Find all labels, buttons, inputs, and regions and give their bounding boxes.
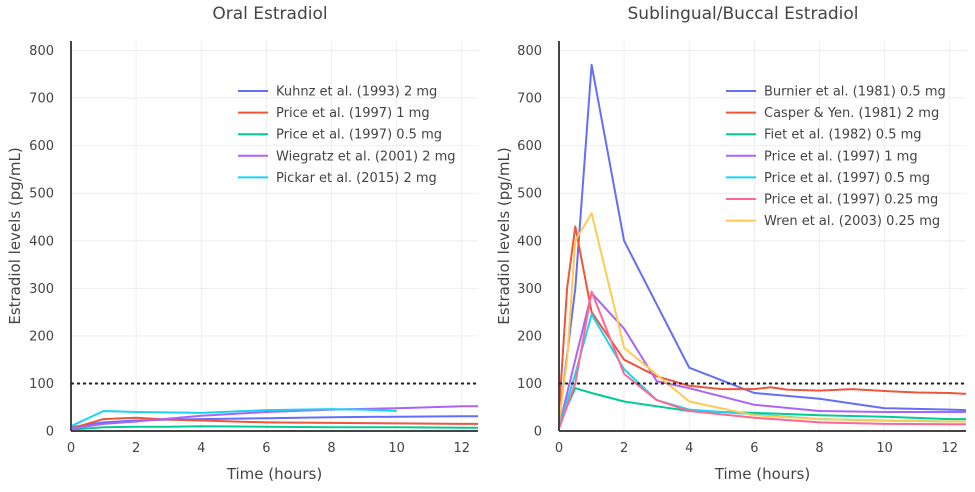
x-tick-label: 4 <box>685 441 693 456</box>
legend-label: Casper & Yen. (1981) 2 mg <box>764 106 939 121</box>
y-tick-label: 400 <box>517 234 542 249</box>
series-line <box>70 405 478 430</box>
x-tick-label: 6 <box>750 441 758 456</box>
legend-label: Price et al. (1997) 0.25 mg <box>764 193 938 208</box>
y-tick-label: 300 <box>517 282 542 297</box>
legend: Kuhnz et al. (1993) 2 mg Price et al. (19… <box>238 85 456 186</box>
series-line <box>558 225 967 413</box>
y-tick-label: 600 <box>517 139 542 154</box>
chart-title: Sublingual/Buccal Estradiol <box>628 4 859 24</box>
legend-item[interactable]: Pickar et al. (2015) 2 mg <box>238 171 437 186</box>
y-tick-label: 500 <box>29 187 54 202</box>
series-line <box>70 415 478 429</box>
series-line <box>70 408 397 428</box>
x-tick-label: 2 <box>132 441 140 456</box>
legend-item[interactable]: Casper & Yen. (1981) 2 mg <box>726 106 939 121</box>
sublingual-buccal-estradiol-panel: 0 100 200 300 400 500 600 700 800 0 2 4 6 8 10 12 Sublin… <box>495 4 967 483</box>
y-axis-label: Estradiol levels (pg/mL) <box>495 147 513 324</box>
legend-item[interactable]: Wren et al. (2003) 0.25 mg <box>726 214 940 229</box>
series-line <box>70 416 478 430</box>
legend-item[interactable]: Price et al. (1997) 1 mg <box>726 149 918 164</box>
legend-label: Price et al. (1997) 1 mg <box>764 149 918 164</box>
y-tick-label: 300 <box>29 282 54 297</box>
x-tick-label: 8 <box>815 441 823 456</box>
legend: Burnier et al. (1981) 0.5 mg Casper & Yen… <box>726 85 946 229</box>
legend-item[interactable]: Burnier et al. (1981) 0.5 mg <box>726 85 946 100</box>
y-tick-label: 0 <box>46 425 54 440</box>
legend-label: Kuhnz et al. (1993) 2 mg <box>276 85 437 100</box>
y-tick-label: 700 <box>29 92 54 107</box>
chart-title: Oral Estradiol <box>212 4 327 24</box>
x-tick-label: 6 <box>262 441 270 456</box>
x-tick-label: 4 <box>197 441 205 456</box>
x-axis-label: Time (hours) <box>714 465 810 483</box>
y-tick-label: 400 <box>29 234 54 249</box>
legend-label: Fiet et al. (1982) 0.5 mg <box>764 128 922 143</box>
legend-label: Price et al. (1997) 0.5 mg <box>276 128 442 143</box>
y-tick-label: 800 <box>517 44 542 59</box>
legend-label: Wren et al. (2003) 0.25 mg <box>764 214 940 229</box>
y-tick-label: 100 <box>29 377 54 392</box>
y-tick-label: 0 <box>534 425 542 440</box>
legend-label: Price et al. (1997) 1 mg <box>276 106 430 121</box>
oral-estradiol-panel: 0 100 200 300 400 500 600 700 800 0 2 4 6 8 10 12 Oral E… <box>6 4 478 483</box>
legend-item[interactable]: Kuhnz et al. (1993) 2 mg <box>238 85 437 100</box>
y-tick-label: 800 <box>29 44 54 59</box>
x-tick-label: 0 <box>555 441 563 456</box>
y-axis-label: Estradiol levels (pg/mL) <box>6 147 24 324</box>
legend-item[interactable]: Wiegratz et al. (2001) 2 mg <box>238 149 456 164</box>
x-tick-label: 12 <box>453 441 470 456</box>
legend-label: Price et al. (1997) 0.5 mg <box>764 171 930 186</box>
x-tick-label: 8 <box>327 441 335 456</box>
series-line <box>558 292 966 427</box>
legend-label: Burnier et al. (1981) 0.5 mg <box>764 85 946 100</box>
series-line <box>558 212 966 423</box>
legend-label: Pickar et al. (2015) 2 mg <box>276 171 437 186</box>
x-tick-label: 2 <box>620 441 628 456</box>
legend-item[interactable]: Price et al. (1997) 0.25 mg <box>726 193 938 208</box>
legend-item[interactable]: Price et al. (1997) 0.5 mg <box>726 171 930 186</box>
y-tick-label: 700 <box>517 92 542 107</box>
x-tick-label: 0 <box>67 441 75 456</box>
y-tick-label: 200 <box>517 329 542 344</box>
y-tick-label: 600 <box>29 139 54 154</box>
y-tick-label: 500 <box>517 187 542 202</box>
x-tick-label: 10 <box>876 441 893 456</box>
legend-item[interactable]: Price et al. (1997) 0.5 mg <box>238 128 442 143</box>
legend-label: Wiegratz et al. (2001) 2 mg <box>276 149 456 164</box>
series-line <box>558 290 966 429</box>
x-tick-label: 12 <box>941 441 958 456</box>
x-tick-label: 10 <box>388 441 405 456</box>
legend-item[interactable]: Price et al. (1997) 1 mg <box>238 106 430 121</box>
x-axis-label: Time (hours) <box>226 465 322 483</box>
series-line <box>558 63 967 422</box>
series-line <box>70 425 478 431</box>
y-tick-label: 200 <box>29 329 54 344</box>
legend-item[interactable]: Fiet et al. (1982) 0.5 mg <box>726 128 922 143</box>
y-tick-label: 100 <box>517 377 542 392</box>
